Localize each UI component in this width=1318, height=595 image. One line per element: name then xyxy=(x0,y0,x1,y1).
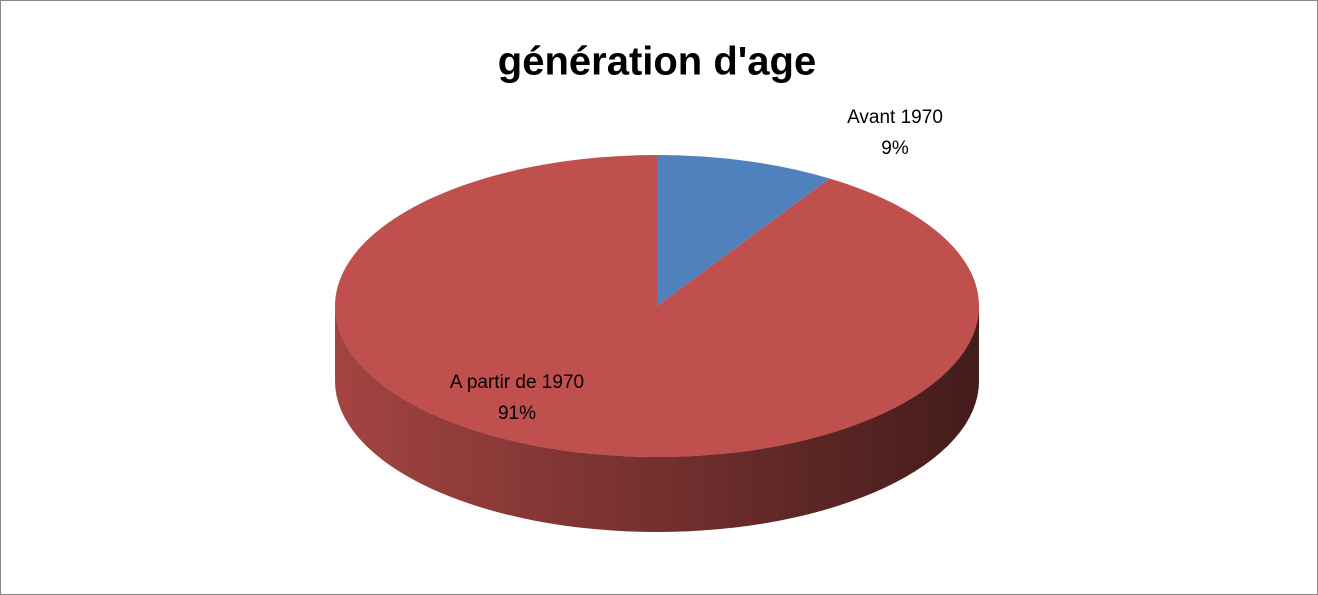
pie-slice xyxy=(657,155,830,306)
data-label-value: 91% xyxy=(498,403,536,424)
data-label-value: 9% xyxy=(881,138,909,159)
pie-side-shade xyxy=(335,306,979,532)
pie-slice xyxy=(335,155,980,457)
data-label-category: Avant 1970 xyxy=(847,107,943,128)
data-label-category: A partir de 1970 xyxy=(450,372,584,393)
chart-title: génération d'age xyxy=(498,40,816,84)
